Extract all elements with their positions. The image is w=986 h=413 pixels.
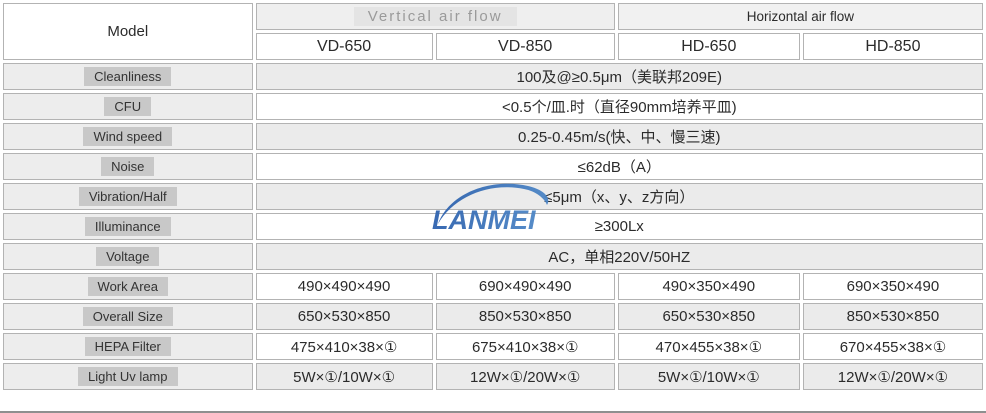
spec-value-merged: ≤62dB（A） xyxy=(255,153,983,180)
spec-value-cell: 5W×①/10W×① xyxy=(255,363,433,390)
spec-label-cell: Vibration/Half xyxy=(3,183,253,210)
spec-value-merged: AC，单相220V/50HZ xyxy=(255,243,983,270)
table-row: Wind speed 0.25-0.45m/s(快、中、慢三速) xyxy=(3,123,983,150)
spec-value-cell: 690×490×490 xyxy=(435,273,615,300)
spec-label-chip: Light Uv lamp xyxy=(78,367,178,386)
spec-label-cell: HEPA Filter xyxy=(3,333,253,360)
model-name-cell: HD-850 xyxy=(802,33,983,60)
group-header-horizontal: Horizontal air flow xyxy=(617,3,983,30)
table-row: Work Area 490×490×490 690×490×490 490×350×4… xyxy=(3,273,983,300)
table-row: Illuminance ≥300Lx xyxy=(3,213,983,240)
spec-label-cell: Light Uv lamp xyxy=(3,363,253,390)
spec-value-cell: 650×530×850 xyxy=(255,303,433,330)
spec-value-cell: 490×350×490 xyxy=(617,273,800,300)
spec-label-chip: Cleanliness xyxy=(84,67,172,86)
spec-value-cell: 470×455×38×① xyxy=(617,333,800,360)
spec-label-chip: Noise xyxy=(101,157,155,176)
spec-value-merged: 100及@≥0.5μm（美联邦209E) xyxy=(255,63,983,90)
spec-value-merged: <0.5个/皿.时（直径90mm培养平皿) xyxy=(255,93,983,120)
model-header-cell: Model xyxy=(3,3,253,60)
spec-value-cell: 850×530×850 xyxy=(802,303,983,330)
model-name-cell: VD-850 xyxy=(435,33,615,60)
group-header-vertical: Vertical air flow xyxy=(255,3,615,30)
spec-value-cell: 5W×①/10W×① xyxy=(617,363,800,390)
table-row: CFU <0.5个/皿.时（直径90mm培养平皿) xyxy=(3,93,983,120)
vertical-air-flow-label: Vertical air flow xyxy=(353,7,517,26)
spec-value-cell: 490×490×490 xyxy=(255,273,433,300)
table-row: Noise ≤62dB（A） xyxy=(3,153,983,180)
model-name-cell: VD-650 xyxy=(255,33,433,60)
header-row-groups: Model Vertical air flow Horizontal air f… xyxy=(3,3,983,60)
spec-table: Model Vertical air flow Horizontal air f… xyxy=(3,3,983,390)
spec-label-chip: Overall Size xyxy=(82,307,173,326)
model-name-cell: HD-650 xyxy=(617,33,800,60)
spec-label-chip: Vibration/Half xyxy=(78,187,177,206)
spec-value-cell: 12W×①/20W×① xyxy=(435,363,615,390)
spec-value-cell: 670×455×38×① xyxy=(802,333,983,360)
table-row: Vibration/Half ≤5μm（x、y、z方向） xyxy=(3,183,983,210)
spec-value-merged: ≥300Lx xyxy=(255,213,983,240)
spec-value-cell: 850×530×850 xyxy=(435,303,615,330)
spec-label-cell: Overall Size xyxy=(3,303,253,330)
table-row: Overall Size 650×530×850 850×530×850 650×53… xyxy=(3,303,983,330)
spec-label-chip: Wind speed xyxy=(83,127,173,146)
spec-label-chip: HEPA Filter xyxy=(84,337,171,356)
spec-label-chip: Voltage xyxy=(96,247,160,266)
table-row: Light Uv lamp 5W×①/10W×① 12W×①/20W×① 5W×①/1… xyxy=(3,363,983,390)
spec-label-cell: Illuminance xyxy=(3,213,253,240)
table-row: HEPA Filter 475×410×38×① 675×410×38×① 470×4… xyxy=(3,333,983,360)
model-header-label: Model xyxy=(107,23,149,40)
spec-label-cell: Voltage xyxy=(3,243,253,270)
spec-label-cell: Noise xyxy=(3,153,253,180)
table-row: Cleanliness 100及@≥0.5μm（美联邦209E) xyxy=(3,63,983,90)
spec-value-cell: 650×530×850 xyxy=(617,303,800,330)
spec-label-cell: Cleanliness xyxy=(3,63,253,90)
spec-label-chip: Illuminance xyxy=(84,217,171,236)
spec-label-cell: Work Area xyxy=(3,273,253,300)
spec-value-cell: 475×410×38×① xyxy=(255,333,433,360)
header-row-models: VD-650 VD-850 HD-650 HD-850 xyxy=(3,33,983,60)
spec-tbody: Cleanliness 100及@≥0.5μm（美联邦209E) CFU <0.5个/… xyxy=(3,63,983,390)
spec-value-merged: 0.25-0.45m/s(快、中、慢三速) xyxy=(255,123,983,150)
spec-value-merged: ≤5μm（x、y、z方向） xyxy=(255,183,983,210)
spec-label-cell: Wind speed xyxy=(3,123,253,150)
spec-label-chip: Work Area xyxy=(87,277,168,296)
spec-value-cell: 690×350×490 xyxy=(802,273,983,300)
spec-value-cell: 675×410×38×① xyxy=(435,333,615,360)
horizontal-air-flow-label: Horizontal air flow xyxy=(746,9,854,24)
table-row: Voltage AC，单相220V/50HZ xyxy=(3,243,983,270)
spec-label-chip: CFU xyxy=(104,97,152,116)
spec-value-cell: 12W×①/20W×① xyxy=(802,363,983,390)
spec-label-cell: CFU xyxy=(3,93,253,120)
